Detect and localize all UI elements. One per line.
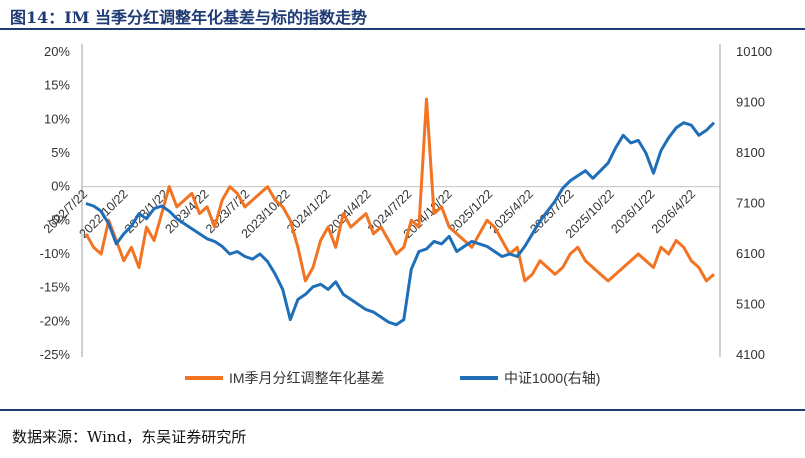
title-divider [0, 28, 805, 30]
x-tick-label: 2026/4/22 [649, 187, 698, 236]
right-tick-label: 5100 [736, 297, 765, 312]
legend-label-0: IM季月分红调整年化基差 [229, 370, 385, 386]
right-tick-label: 9100 [736, 95, 765, 110]
left-tick-label: 5% [51, 145, 70, 160]
right-tick-label: 10100 [736, 44, 772, 59]
chart-series [84, 97, 716, 327]
right-tick-label: 8100 [736, 145, 765, 160]
chart-axes: 20% 15% 10% 5% 0% -5% -10% -15% -20% -25% 10100 910… [40, 44, 772, 362]
left-tick-label: 10% [44, 111, 70, 126]
legend-label-1: 中证1000(右轴) [504, 370, 600, 386]
left-tick-label: -25% [40, 347, 71, 362]
left-tick-label: -5% [47, 212, 71, 227]
left-tick-label: 15% [44, 78, 70, 93]
left-tick-label: -10% [40, 246, 71, 261]
right-tick-label: 7100 [736, 196, 765, 211]
series-line-1 [85, 121, 716, 327]
left-tick-label: -20% [40, 313, 71, 328]
chart: 20% 15% 10% 5% 0% -5% -10% -15% -20% -25% 10100 910… [40, 44, 772, 386]
source-divider [0, 409, 805, 411]
right-tick-label: 4100 [736, 347, 765, 362]
left-tick-label: -15% [40, 280, 71, 295]
left-tick-label: 0% [51, 179, 70, 194]
left-tick-label: 20% [44, 44, 70, 59]
chart-legend: IM季月分红调整年化基差 中证1000(右轴) [185, 370, 600, 386]
series-line-0 [84, 97, 715, 283]
source-note: 数据来源：Wind，东吴证券研究所 [12, 428, 247, 446]
chart-title: 图14：IM 当季分红调整年化基差与标的指数走势 [10, 8, 368, 27]
right-tick-label: 6100 [736, 246, 765, 261]
